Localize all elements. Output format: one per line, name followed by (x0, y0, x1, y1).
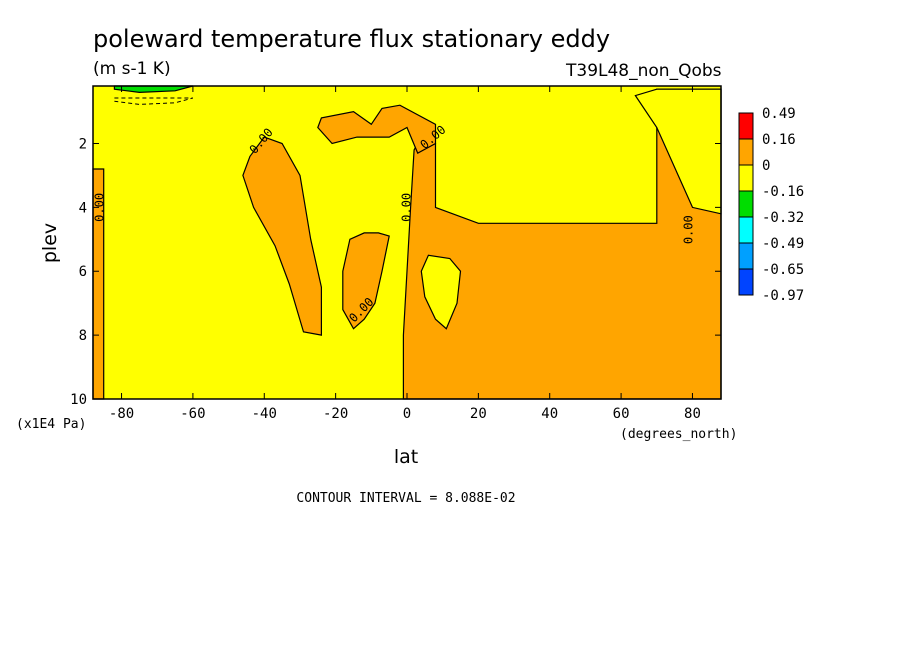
contour-regions (92, 85, 722, 400)
colorbar-swatch (738, 190, 754, 218)
colorbar-label: -0.65 (762, 262, 804, 278)
y-tick-label: 8 (79, 328, 87, 344)
colorbar-label: -0.32 (762, 210, 804, 226)
x-tick-label: 40 (541, 406, 558, 422)
contour-label: 0.00 (400, 193, 414, 222)
colorbar-swatch (738, 164, 754, 192)
y-tick-label: 4 (79, 200, 87, 216)
x-tick-label: -20 (323, 406, 348, 422)
x-axis-units: (degrees_north) (620, 427, 737, 442)
y-tick-label: 2 (79, 136, 87, 152)
contour-label: 0.00 (681, 215, 695, 244)
colorbar-swatch (738, 112, 754, 140)
contour-region-positive (317, 104, 437, 154)
contour-label: 0.00 (93, 193, 107, 222)
y-tick-label: 6 (79, 264, 87, 280)
x-axis-ticks: -80 -60 -40 -20 0 20 40 60 80 (109, 86, 701, 422)
contour-interval: CONTOUR INTERVAL = 8.088E-02 (296, 491, 515, 506)
x-tick-label: 20 (470, 406, 487, 422)
chart-title: poleward temperature flux stationary edd… (93, 25, 610, 53)
x-tick-label: 80 (684, 406, 701, 422)
colorbar-label: 0.16 (762, 132, 796, 148)
colorbar-label: -0.16 (762, 184, 804, 200)
x-tick-label: -80 (109, 406, 134, 422)
colorbar-label: 0.49 (762, 106, 796, 122)
colorbar-label: -0.97 (762, 288, 804, 304)
x-tick-label: 60 (613, 406, 630, 422)
contour-region-positive (242, 136, 322, 336)
run-label: T39L48_non_Qobs (565, 61, 722, 81)
colorbar-swatch (738, 242, 754, 270)
colorbar-label: 0 (762, 158, 770, 174)
colorbar-swatch (738, 268, 754, 296)
chart-units: (m s-1 K) (93, 59, 171, 79)
x-tick-label: -60 (180, 406, 205, 422)
colorbar-swatch (738, 138, 754, 166)
x-axis-label: lat (394, 446, 418, 468)
negative-contour-line (114, 97, 194, 105)
plot-area (92, 85, 722, 400)
contour-region-positive (342, 232, 390, 330)
y-axis-units: (x1E4 Pa) (16, 417, 86, 432)
y-axis-label: plev (39, 223, 61, 263)
y-tick-label: 10 (70, 392, 87, 408)
x-tick-label: -40 (252, 406, 277, 422)
colorbar-swatch (738, 216, 754, 244)
x-tick-label: 0 (403, 406, 411, 422)
contour-region-negative_small (420, 254, 462, 330)
colorbar-label: -0.49 (762, 236, 804, 252)
colorbar: 0.49 0.16 0 -0.16 -0.32 -0.49 -0.65 -0.97 (738, 106, 804, 304)
y-axis-ticks: 2 4 6 8 10 (70, 136, 721, 408)
